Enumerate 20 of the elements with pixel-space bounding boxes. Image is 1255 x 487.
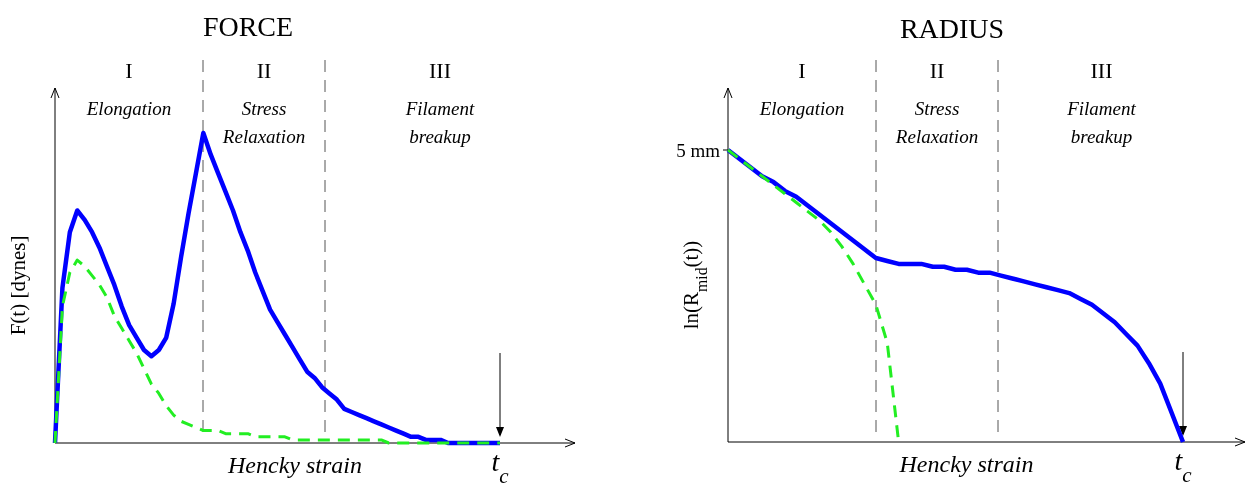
text: Elongation — [758, 98, 845, 119]
x-axis-title: Hencky strain — [227, 452, 362, 478]
y-axis-title: F(t) [dynes] — [6, 235, 30, 336]
text: II — [256, 58, 272, 83]
text: III — [1090, 58, 1113, 83]
text: I — [125, 58, 133, 83]
chart-title: RADIUS — [899, 13, 1005, 44]
text: t$_{c}$ — [1174, 445, 1193, 487]
chart-title: FORCE — [202, 11, 294, 42]
text: Filament breakup — [1066, 98, 1137, 147]
text: III — [429, 58, 451, 83]
text: t$_{c}$ — [491, 446, 510, 487]
text: I — [798, 58, 806, 83]
annotation: Filament breakup — [404, 98, 476, 147]
x-axis-title: Hencky strain — [898, 451, 1034, 477]
annotation: Stress Relaxation — [221, 98, 306, 147]
text: II — [929, 58, 945, 83]
text: 5 mm — [676, 140, 721, 161]
text: Elongation — [85, 98, 172, 119]
text: Stress Relaxation — [894, 98, 979, 147]
